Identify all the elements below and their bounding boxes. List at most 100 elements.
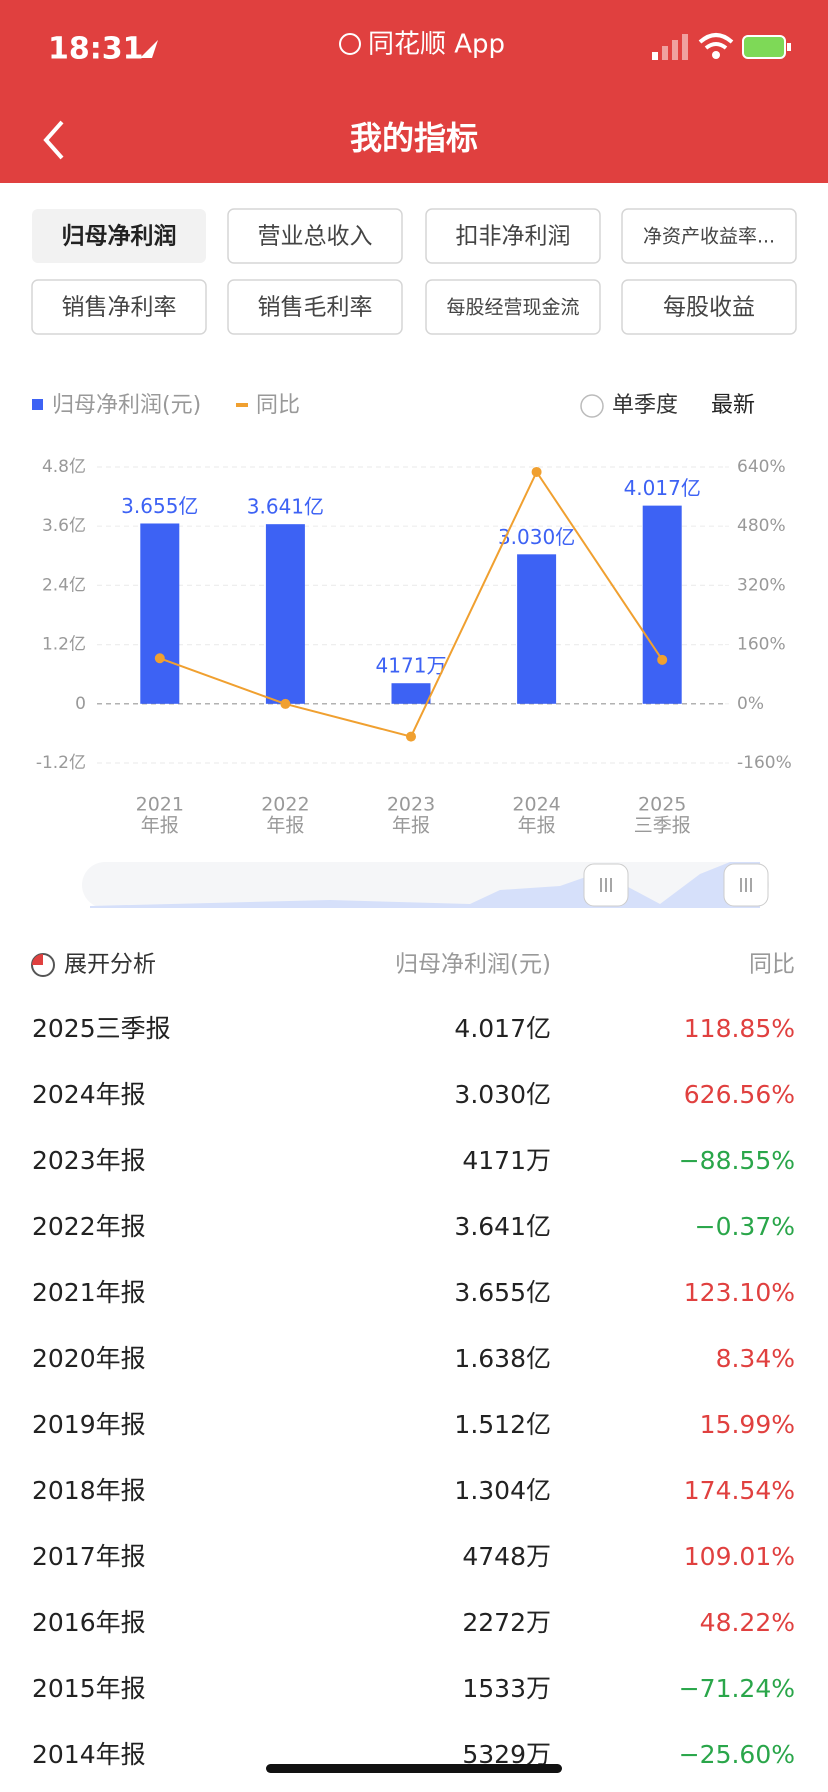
row-value: 4748万 (462, 1542, 551, 1571)
table-header: 同比 (749, 952, 795, 978)
bar-value-label: 3.030亿 (498, 525, 575, 549)
x-tick-label: 年报 (266, 815, 304, 837)
row-value: 1533万 (462, 1674, 551, 1703)
y2-tick-label: 640% (737, 457, 786, 477)
x-tick-label: 2022 (261, 794, 309, 816)
status-app: 同花顺 App (368, 30, 505, 60)
tab-label[interactable]: 每股经营现金流 (446, 297, 579, 319)
row-yoy: 123.10% (684, 1278, 795, 1307)
y2-tick-label: -160% (737, 753, 792, 773)
y-tick-label: 0 (75, 694, 86, 714)
row-value: 2272万 (462, 1608, 551, 1637)
row-period: 2024年报 (32, 1080, 146, 1109)
app-icon (339, 33, 361, 55)
row-yoy: −71.24% (679, 1674, 795, 1703)
row-period: 2023年报 (32, 1146, 146, 1175)
row-yoy: 48.22% (700, 1608, 795, 1637)
page-title: 我的指标 (350, 119, 478, 157)
row-period: 2025三季报 (32, 1014, 171, 1043)
tab-label[interactable]: 净资产收益率... (643, 226, 775, 248)
row-yoy: 626.56% (684, 1080, 795, 1109)
row-value: 1.638亿 (454, 1344, 551, 1373)
tab[interactable] (31, 279, 207, 335)
table-header[interactable]: 展开分析 (64, 952, 156, 978)
row-value: 1.304亿 (454, 1476, 551, 1505)
y-tick-label: -1.2亿 (36, 753, 86, 773)
tab[interactable] (227, 279, 403, 335)
y-tick-label: 2.4亿 (42, 575, 86, 595)
row-yoy: −88.55% (679, 1146, 795, 1175)
home-indicator (266, 1764, 562, 1773)
row-value: 4171万 (462, 1146, 551, 1175)
wifi-dot (712, 51, 720, 59)
row-yoy: 8.34% (716, 1344, 795, 1373)
legend-swatch (32, 399, 43, 410)
row-value: 3.655亿 (454, 1278, 551, 1307)
row-period: 2021年报 (32, 1278, 146, 1307)
y2-tick-label: 0% (737, 694, 764, 714)
row-value: 3.641亿 (454, 1212, 551, 1241)
y-tick-label: 1.2亿 (42, 635, 86, 655)
row-period: 2016年报 (32, 1608, 146, 1637)
tab-label[interactable]: 归母净利润 (62, 223, 177, 250)
tab-label[interactable]: 销售净利率 (62, 295, 177, 321)
row-period: 2022年报 (32, 1212, 146, 1241)
tab[interactable] (621, 279, 797, 335)
row-period: 2014年报 (32, 1740, 146, 1769)
row-yoy: 118.85% (684, 1014, 795, 1043)
back-button[interactable] (43, 120, 64, 160)
bar-value-label: 3.655亿 (121, 494, 198, 518)
row-value: 1.512亿 (454, 1410, 551, 1439)
x-tick-label: 三季报 (634, 815, 691, 837)
tab-label[interactable]: 销售毛利率 (258, 295, 373, 321)
row-period: 2018年报 (32, 1476, 146, 1505)
row-value: 4.017亿 (454, 1014, 551, 1043)
bar (642, 505, 682, 704)
tab[interactable] (425, 208, 601, 264)
x-tick-label: 年报 (141, 815, 179, 837)
wifi-icon (698, 33, 734, 50)
yoy-point (280, 698, 291, 709)
legend-swatch (236, 403, 248, 407)
row-yoy: 15.99% (700, 1410, 795, 1439)
battery-icon (742, 35, 786, 59)
yoy-point (406, 731, 416, 742)
bar-value-label: 3.641亿 (247, 495, 324, 519)
status-time: 18:31 (48, 32, 144, 67)
tab[interactable] (227, 208, 403, 264)
radio[interactable] (580, 394, 604, 418)
row-yoy: −0.37% (695, 1212, 795, 1241)
legend-label: 归母净利润(元) (52, 393, 201, 418)
row-period: 2019年报 (32, 1410, 146, 1439)
location-icon (140, 40, 158, 58)
tab[interactable] (32, 209, 206, 263)
bar (265, 524, 305, 704)
bar (391, 683, 431, 704)
row-yoy: 174.54% (684, 1476, 795, 1505)
row-yoy: 109.01% (684, 1542, 795, 1571)
x-tick-label: 2025 (638, 794, 686, 816)
row-period: 2020年报 (32, 1344, 146, 1373)
tab[interactable] (425, 279, 601, 335)
tab-label[interactable]: 每股收益 (663, 295, 755, 321)
x-tick-label: 2023 (387, 794, 435, 816)
row-yoy: −25.60% (679, 1740, 795, 1769)
tab-label[interactable]: 营业总收入 (258, 224, 373, 250)
x-tick-label: 2024 (512, 794, 560, 816)
bar (140, 523, 180, 704)
yoy-point (531, 466, 542, 477)
signal-icon (652, 34, 688, 60)
tab[interactable] (621, 208, 797, 264)
tab-label[interactable]: 扣非净利润 (456, 224, 571, 250)
bar-value-label: 4.017亿 (624, 476, 701, 500)
table-header: 归母净利润(元) (395, 952, 551, 978)
option-label[interactable]: 单季度 (612, 393, 678, 418)
row-period: 2017年报 (32, 1542, 146, 1571)
y2-tick-label: 160% (737, 635, 786, 655)
y-tick-label: 3.6亿 (42, 516, 86, 536)
header-bg (0, 0, 828, 183)
option-label[interactable]: 最新 (711, 393, 755, 418)
yoy-point (154, 653, 165, 664)
